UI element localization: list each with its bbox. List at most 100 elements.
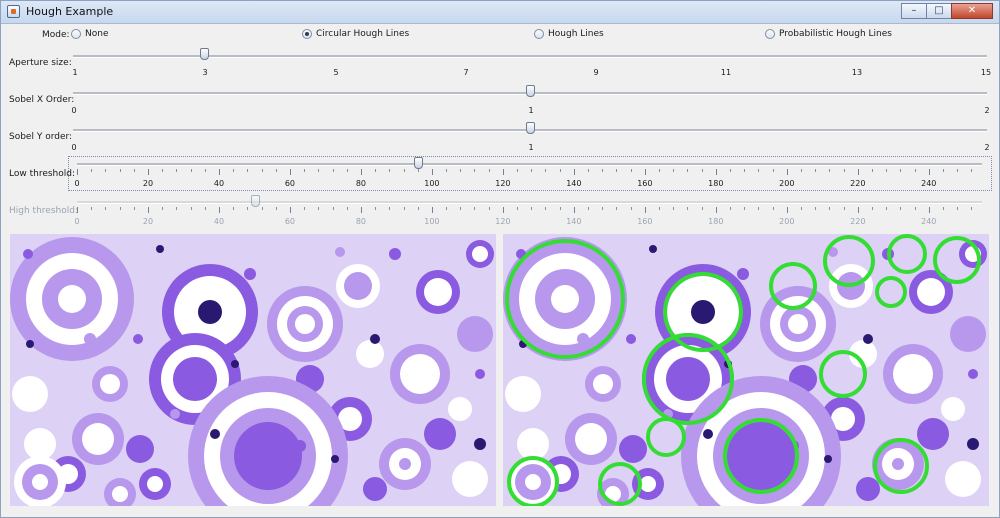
tick-mark (91, 207, 93, 210)
radio-button-icon[interactable] (765, 29, 775, 39)
tick-label: 200 (779, 217, 795, 226)
tick-label: 40 (213, 179, 225, 188)
pattern-circle (58, 285, 86, 313)
pattern-circle (100, 374, 120, 394)
tick-mark (133, 207, 135, 210)
pattern-dot (210, 429, 220, 439)
high-threshold-label: High threshold: (9, 206, 78, 216)
maximize-button[interactable]: □ (926, 3, 952, 19)
tick-label: 220 (850, 217, 866, 226)
tick-mark (77, 207, 78, 213)
tick-mark (673, 207, 675, 210)
tick-mark (460, 207, 462, 210)
close-button[interactable]: ✕ (951, 3, 993, 19)
java-app-icon (7, 5, 20, 18)
tick-mark (687, 169, 689, 172)
tick-mark (786, 169, 788, 175)
tick-mark (77, 169, 78, 175)
tick-mark (332, 169, 334, 172)
tick-mark (147, 207, 149, 213)
detected-circle (769, 262, 817, 310)
detected-circle (642, 333, 734, 425)
pattern-circle (892, 458, 904, 470)
tick-mark (190, 169, 192, 172)
detected-circle (823, 235, 875, 287)
tick-mark (417, 207, 419, 210)
tick-mark (517, 207, 519, 210)
aperture-thumb[interactable] (200, 48, 209, 60)
radio-button-selected-icon[interactable] (302, 29, 312, 39)
tick-mark (942, 169, 944, 172)
tick-mark (446, 207, 448, 210)
pattern-dot (23, 249, 33, 259)
tick-mark (403, 207, 405, 210)
tick-mark (715, 169, 717, 175)
tick-mark (105, 169, 107, 172)
tick-mark (304, 169, 306, 172)
tick-mark (701, 207, 703, 210)
title-bar[interactable]: Hough Example – □ ✕ (1, 1, 999, 24)
tick-mark (147, 169, 149, 175)
tick-mark (928, 169, 930, 175)
tick-mark (247, 169, 249, 172)
pattern-circle (356, 340, 384, 368)
radio-hough-lines[interactable]: Hough Lines (534, 29, 604, 39)
tick-label: 120 (495, 217, 511, 226)
original-circles-svg (10, 237, 494, 506)
sobel-y-thumb[interactable] (526, 122, 535, 134)
tick-mark (758, 169, 760, 172)
tick-mark (815, 169, 817, 172)
tick-mark (701, 169, 703, 172)
low-threshold-thumb[interactable] (414, 157, 423, 169)
pattern-circle (941, 397, 965, 421)
radio-probabilistic-hough[interactable]: Probabilistic Hough Lines (765, 29, 892, 39)
pattern-dot (26, 340, 34, 348)
tick-mark (304, 207, 306, 210)
mode-group: Mode: None Circular Hough Lines Hough Li… (1, 27, 999, 45)
radio-button-icon[interactable] (534, 29, 544, 39)
pattern-circle (893, 354, 933, 394)
high-threshold-track[interactable] (77, 201, 982, 204)
tick-mark (559, 169, 561, 172)
pattern-circle (945, 461, 981, 497)
tick-mark (573, 207, 575, 213)
pattern-circle (575, 423, 607, 455)
tick-label: 200 (779, 179, 795, 188)
tick-label: 0 (71, 106, 77, 115)
sobel-x-thumb[interactable] (526, 85, 535, 97)
pattern-dot (824, 455, 832, 463)
pattern-circle (691, 300, 715, 324)
pattern-circle (12, 376, 48, 412)
tick-label: 60 (284, 179, 296, 188)
tick-label: 1 (528, 106, 534, 115)
tick-mark (942, 207, 944, 210)
high-threshold-thumb[interactable] (251, 195, 260, 207)
radio-circular-hough[interactable]: Circular Hough Lines (302, 29, 409, 39)
tick-mark (829, 207, 831, 210)
detected-circle (507, 456, 559, 506)
tick-mark (971, 207, 973, 210)
minimize-button[interactable]: – (901, 3, 927, 19)
radio-none[interactable]: None (71, 29, 108, 39)
tick-mark (588, 169, 590, 172)
radio-button-icon[interactable] (71, 29, 81, 39)
tick-mark (801, 169, 802, 172)
tick-mark (119, 169, 121, 172)
tick-label: 120 (495, 179, 511, 188)
radio-label: None (85, 29, 109, 39)
tick-label: 15 (980, 68, 992, 77)
pattern-circle (551, 285, 579, 313)
pattern-circle (619, 435, 647, 463)
tick-mark (957, 207, 959, 210)
tick-mark (545, 169, 547, 172)
pattern-circle (424, 278, 452, 306)
pattern-dot (170, 409, 180, 419)
aperture-track[interactable] (73, 55, 987, 58)
tick-mark (460, 169, 462, 172)
tick-mark (545, 207, 547, 210)
pattern-circle (198, 300, 222, 324)
tick-mark (786, 207, 788, 213)
low-threshold-track[interactable] (77, 163, 982, 166)
detected-circles-image (503, 234, 989, 506)
tick-mark (176, 169, 178, 172)
